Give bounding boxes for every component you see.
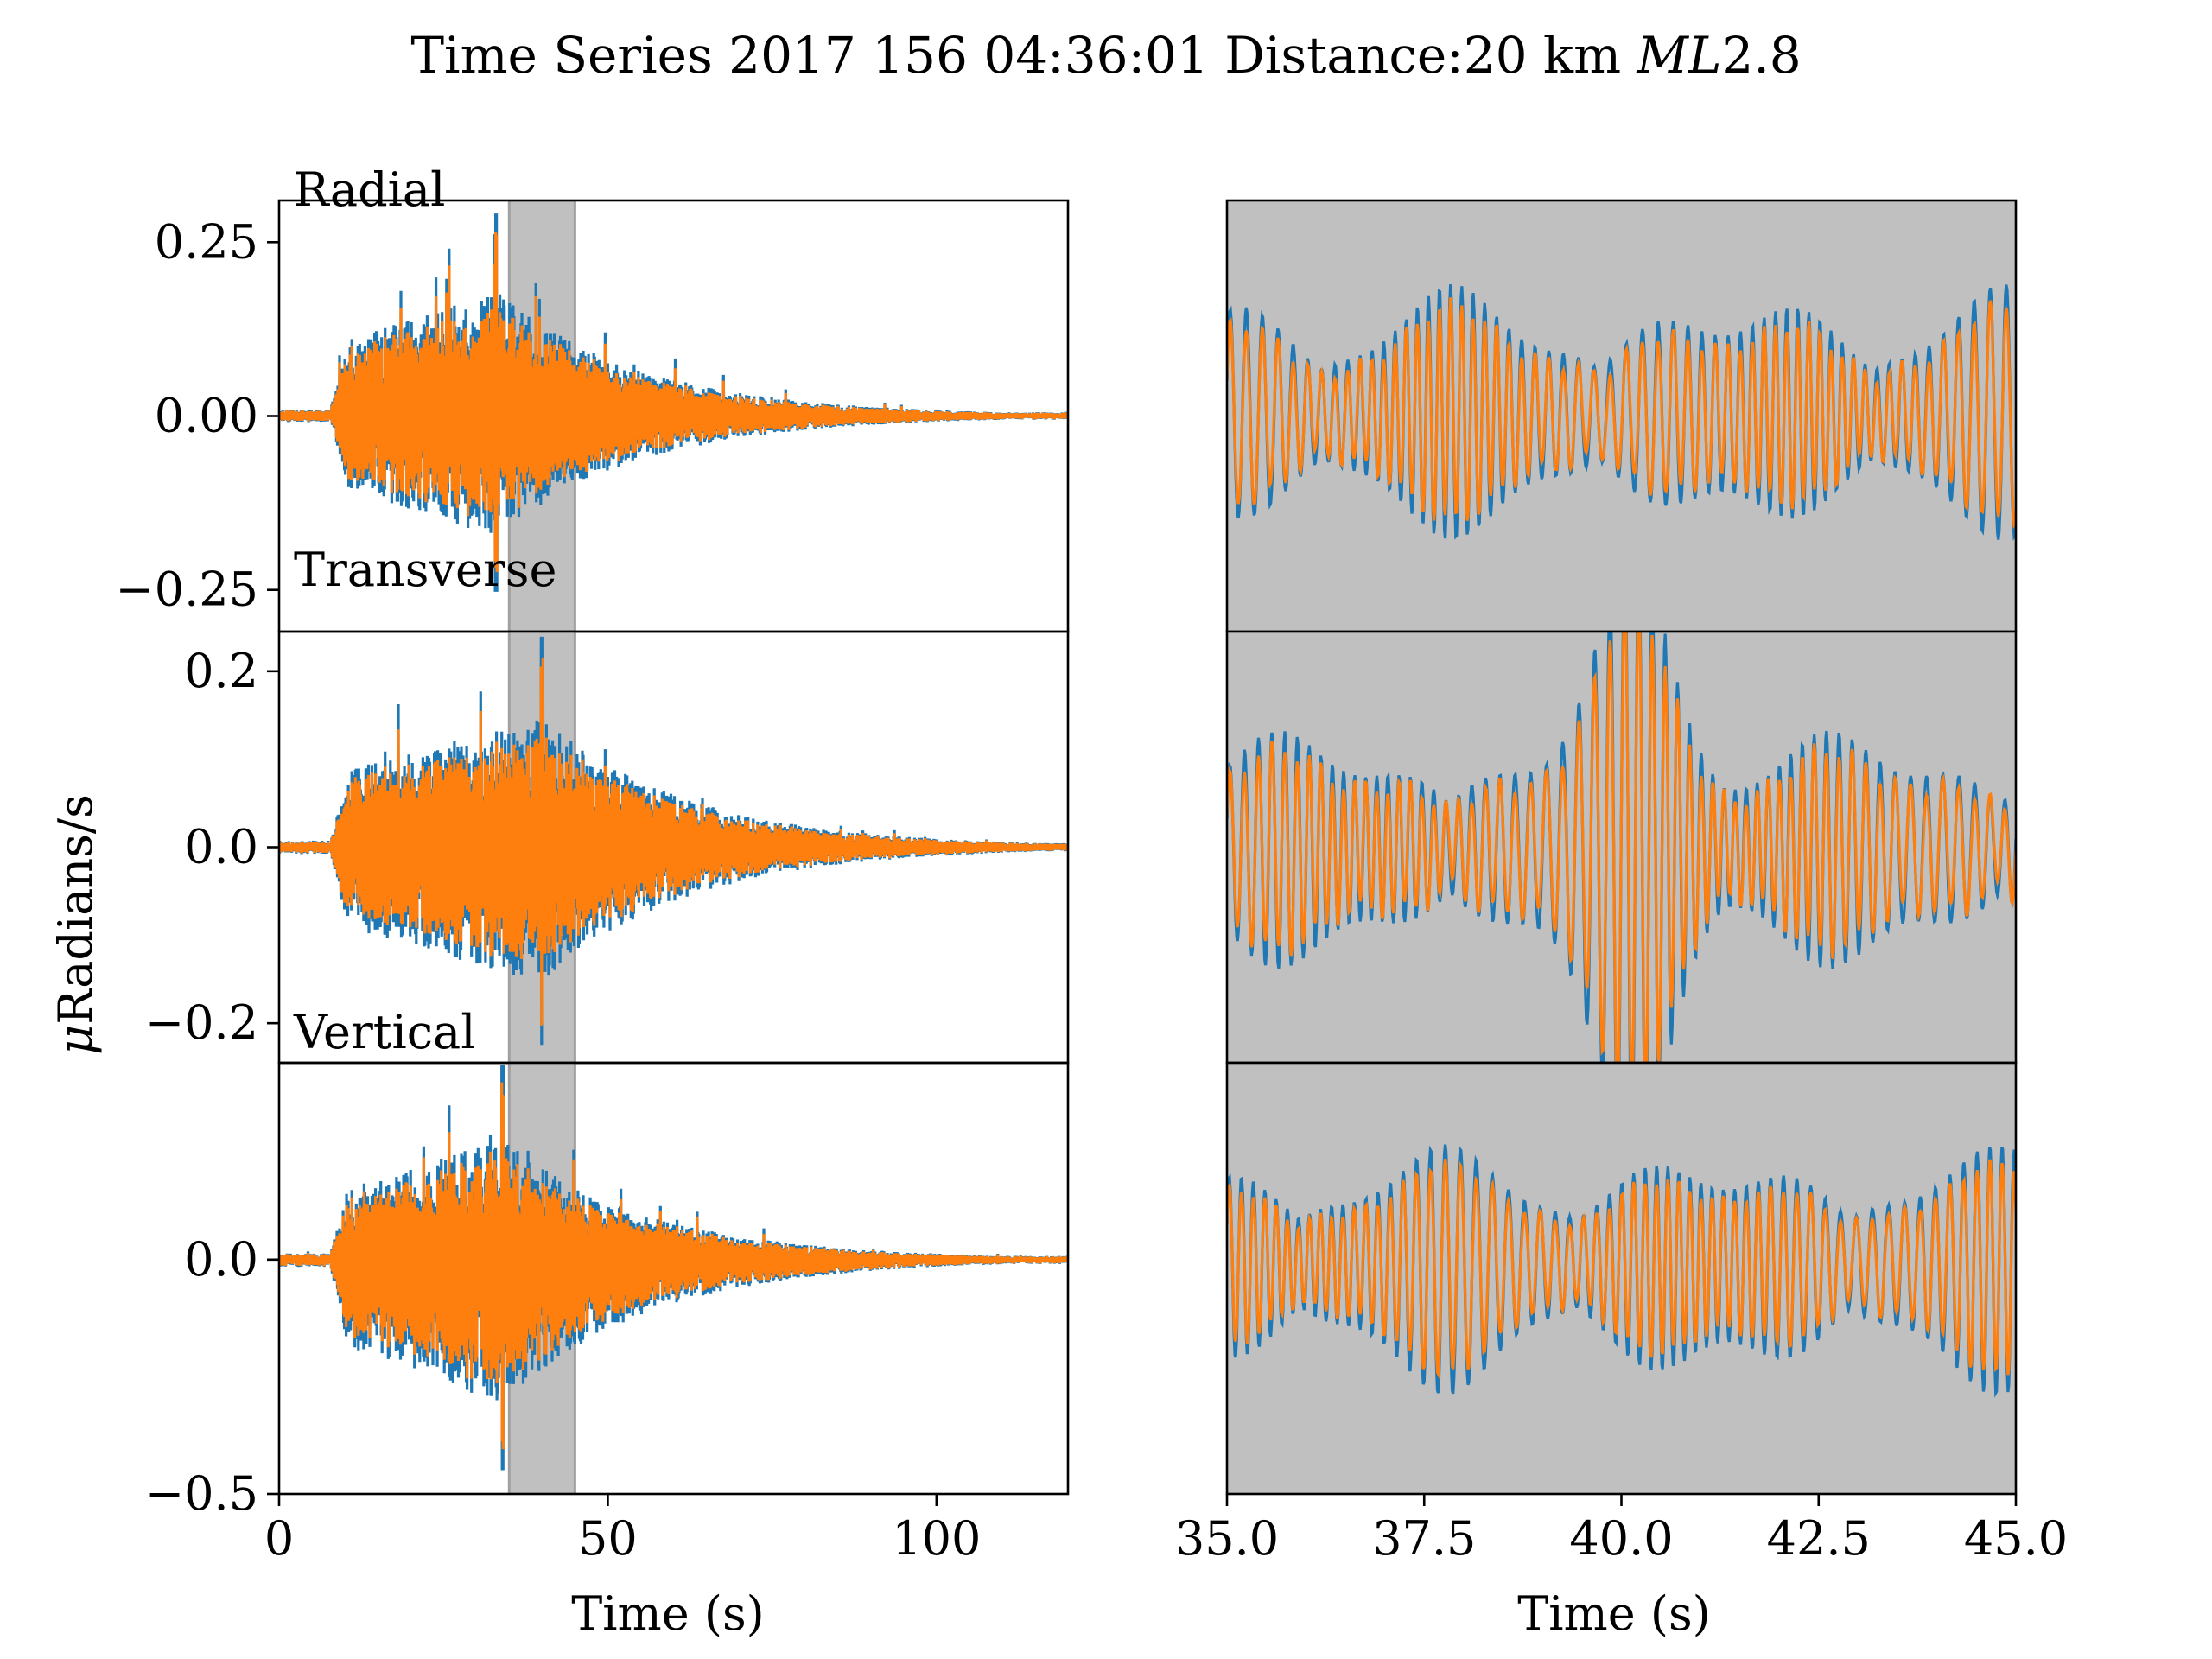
x-tick-label: 45.0 [1964,1511,2068,1566]
series-line-blue [279,1065,1068,1471]
panel-frame [277,1061,1070,1496]
y-axis-label: μRadians/s [48,794,103,1055]
y-tick-label: −0.2 [145,995,258,1050]
panel-full-radial: −0.25 0.00 0.25 [116,199,1070,633]
series-line-orange [279,1082,1068,1450]
y-tick-label: 0.25 [155,214,258,269]
panel-zoom-vertical: 35.0 37.5 40.0 42.5 45.0 [1175,1061,2068,1566]
y-tick-label: −0.5 [145,1466,258,1521]
x-tick-label: 40.0 [1569,1511,1673,1566]
x-tick-label: 50 [578,1511,638,1566]
x-axis-label-left: Time (s) [571,1586,764,1641]
annotation-radial: Radial [294,162,445,217]
x-tick-label: 35.0 [1175,1511,1279,1566]
panel-zoom-transverse [1225,630,2018,1065]
y-tick-label: 0.0 [184,1232,258,1287]
x-tick-label: 0 [264,1511,294,1566]
annotation-transverse: Transverse [294,543,556,597]
series-line-orange [279,232,1068,573]
series-line-orange [1227,632,2016,1063]
y-tick-label: 0.00 [155,389,258,443]
x-axis-label-right: Time (s) [1517,1586,1710,1641]
panel-zoom-radial [1225,199,2018,633]
series-line-orange [1227,297,2016,530]
figure-title: Time Series 2017 156 04:36:01 Distance:2… [410,26,1801,85]
y-tick-label: 0.0 [184,820,258,874]
series-line-orange [1227,1158,2016,1380]
y-tick-label: 0.2 [184,644,258,698]
annotation-vertical: Vertical [293,1005,476,1059]
series-line-orange [279,657,1068,1026]
panel-full-transverse: −0.2 0.0 0.2 [145,630,1070,1065]
y-tick-label: −0.25 [116,563,258,617]
x-tick-label: 42.5 [1767,1511,1871,1566]
panel-full-vertical: −0.5 0.0 0 50 100 [145,1061,1070,1566]
x-tick-label: 37.5 [1372,1511,1476,1566]
x-tick-label: 100 [892,1511,981,1566]
